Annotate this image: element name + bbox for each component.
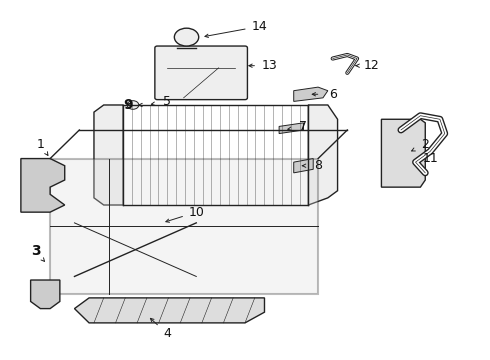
- Text: 1: 1: [36, 138, 44, 151]
- Text: 4: 4: [163, 327, 171, 340]
- Text: 2: 2: [421, 138, 429, 151]
- Text: 13: 13: [262, 59, 277, 72]
- Polygon shape: [21, 158, 65, 212]
- Circle shape: [127, 101, 139, 109]
- Polygon shape: [279, 123, 303, 134]
- FancyBboxPatch shape: [155, 46, 247, 100]
- Text: 5: 5: [163, 95, 171, 108]
- Text: 9: 9: [123, 98, 133, 112]
- Polygon shape: [50, 158, 318, 294]
- Text: 10: 10: [188, 206, 204, 219]
- Polygon shape: [308, 105, 338, 205]
- Text: 3: 3: [31, 244, 40, 258]
- Circle shape: [174, 28, 199, 46]
- Polygon shape: [94, 105, 123, 205]
- Text: 7: 7: [299, 120, 307, 133]
- Polygon shape: [294, 158, 313, 173]
- Text: 14: 14: [252, 20, 268, 33]
- Polygon shape: [294, 87, 328, 102]
- Text: 12: 12: [364, 59, 380, 72]
- Text: 6: 6: [329, 88, 337, 101]
- Polygon shape: [30, 280, 60, 309]
- Polygon shape: [381, 119, 425, 187]
- Text: 11: 11: [422, 152, 438, 165]
- Text: 8: 8: [314, 159, 322, 172]
- Polygon shape: [74, 298, 265, 323]
